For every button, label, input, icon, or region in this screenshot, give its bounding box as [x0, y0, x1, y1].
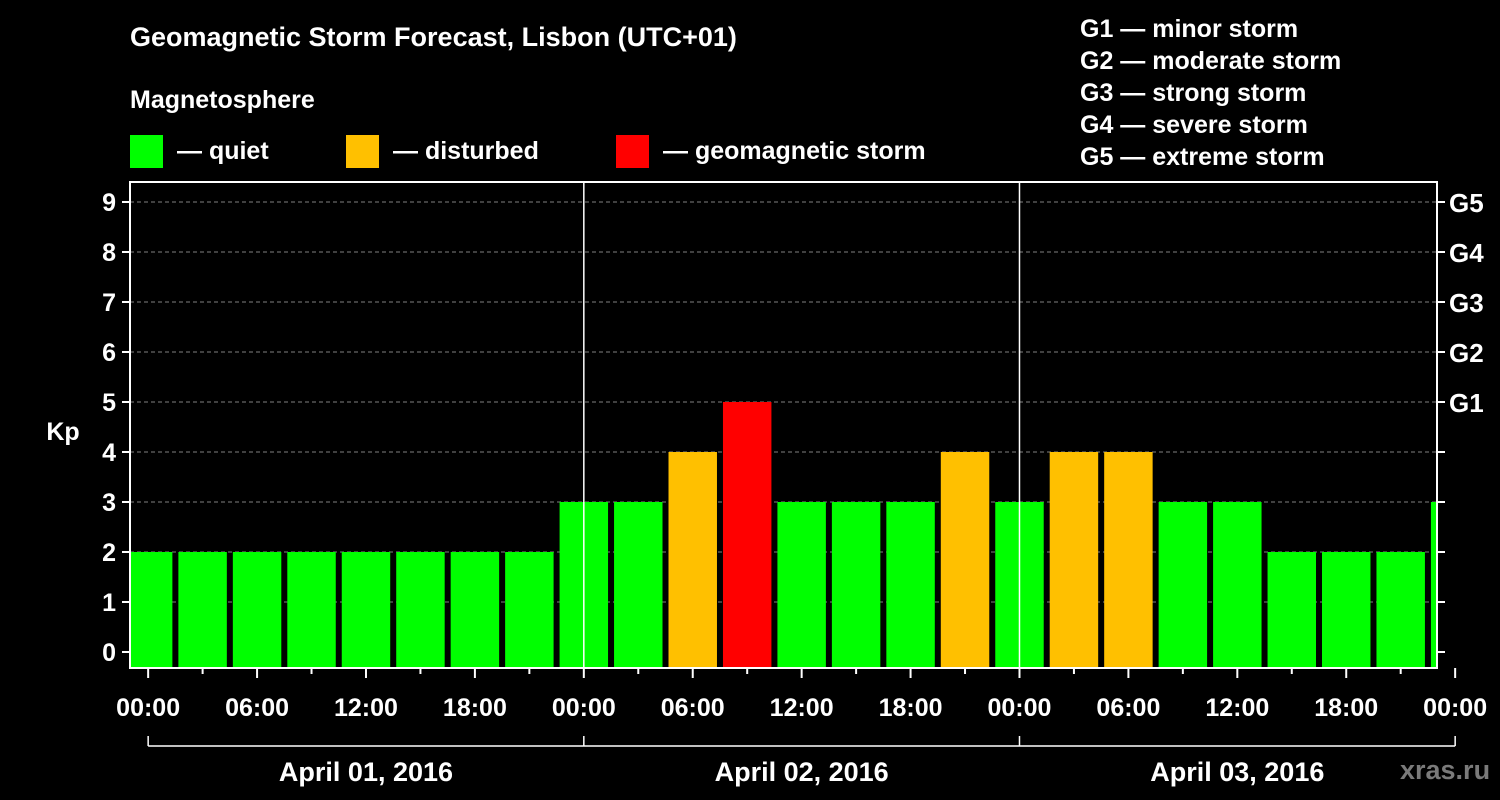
- y-tick-label: 4: [102, 439, 116, 467]
- kp-bar: [668, 452, 717, 668]
- y-tick-label: 8: [102, 239, 116, 267]
- y-tick-label: 7: [102, 289, 116, 317]
- kp-bar: [940, 452, 990, 668]
- storm-scale-g5: G5 — extreme storm: [1080, 143, 1325, 171]
- storm-scale-g1: G1 — minor storm: [1080, 15, 1299, 43]
- y-tick-label: 0: [102, 639, 116, 667]
- x-tick-label: 00:00: [552, 694, 616, 722]
- kp-bar: [450, 552, 500, 668]
- kp-bar: [341, 552, 391, 668]
- y-tick-label: 6: [102, 339, 116, 367]
- x-tick-label: 18:00: [879, 694, 943, 722]
- x-tick-label: 12:00: [770, 694, 834, 722]
- storm-scale-g3: G3 — strong storm: [1080, 79, 1307, 107]
- y-axis-label: Kp: [46, 418, 79, 446]
- kp-bar: [1104, 452, 1153, 668]
- storm-scale-g4: G4 — severe storm: [1080, 111, 1308, 139]
- x-tick-label: 06:00: [225, 694, 289, 722]
- x-tick-label: 18:00: [443, 694, 507, 722]
- storm-level-label: G1: [1449, 388, 1484, 418]
- legend-label-storm: — geomagnetic storm: [663, 136, 926, 165]
- y-tick-label: 1: [102, 589, 116, 617]
- kp-bar: [1213, 502, 1262, 668]
- x-tick-label: 00:00: [116, 694, 180, 722]
- legend-label-disturbed: — disturbed: [393, 136, 539, 165]
- storm-level-label: G4: [1449, 238, 1484, 268]
- kp-bar: [396, 552, 445, 668]
- kp-bar: [1049, 452, 1099, 668]
- kp-bar: [1158, 502, 1208, 668]
- kp-bar: [131, 552, 173, 668]
- kp-bar: [505, 552, 554, 668]
- day-label: April 02, 2016: [715, 757, 889, 787]
- legend-swatch-quiet: [130, 134, 163, 168]
- storm-scale-g2: G2 — moderate storm: [1080, 47, 1342, 75]
- x-tick-label: 00:00: [988, 694, 1052, 722]
- watermark: xras.ru: [1400, 755, 1491, 785]
- y-tick-label: 5: [102, 389, 116, 417]
- kp-bar: [1267, 552, 1317, 668]
- kp-bar: [722, 402, 772, 668]
- kp-bar: [1376, 552, 1425, 668]
- y-tick-label: 3: [102, 489, 116, 517]
- kp-bar: [1430, 502, 1436, 668]
- storm-level-label: G3: [1449, 288, 1484, 318]
- storm-level-label: G5: [1449, 188, 1484, 218]
- kp-bar: [178, 552, 227, 668]
- y-tick-label: 9: [102, 189, 116, 217]
- x-tick-label: 06:00: [1096, 694, 1160, 722]
- kp-bar: [886, 502, 935, 668]
- kp-bar: [1322, 552, 1371, 668]
- x-tick-label: 18:00: [1314, 694, 1378, 722]
- legend-item-disturbed: — disturbed: [346, 134, 539, 168]
- storm-level-label: G2: [1449, 338, 1484, 368]
- x-tick-label: 00:00: [1423, 694, 1487, 722]
- kp-bar: [287, 552, 336, 668]
- legend-swatch-disturbed: [346, 134, 379, 168]
- legend-swatch-storm: [616, 134, 649, 168]
- x-tick-label: 06:00: [661, 694, 725, 722]
- kp-bar: [232, 552, 282, 668]
- legend-item-quiet: — quiet: [130, 134, 269, 168]
- kp-bar: [777, 502, 826, 668]
- x-tick-label: 12:00: [1205, 694, 1269, 722]
- y-tick-label: 2: [102, 539, 116, 567]
- kp-bar: [831, 502, 881, 668]
- kp-bar: [614, 502, 663, 668]
- x-tick-label: 12:00: [334, 694, 398, 722]
- day-label: April 01, 2016: [279, 757, 453, 787]
- magnetosphere-label: Magnetosphere: [130, 86, 315, 114]
- storm-scale-legend: G1 — minor storm G2 — moderate storm G3 …: [1080, 13, 1341, 173]
- day-label: April 03, 2016: [1150, 757, 1324, 787]
- legend-label-quiet: — quiet: [177, 136, 269, 165]
- chart-title: Geomagnetic Storm Forecast, Lisbon (UTC+…: [130, 22, 737, 52]
- plot-frame: [129, 181, 1438, 669]
- legend-item-storm: — geomagnetic storm: [616, 134, 926, 168]
